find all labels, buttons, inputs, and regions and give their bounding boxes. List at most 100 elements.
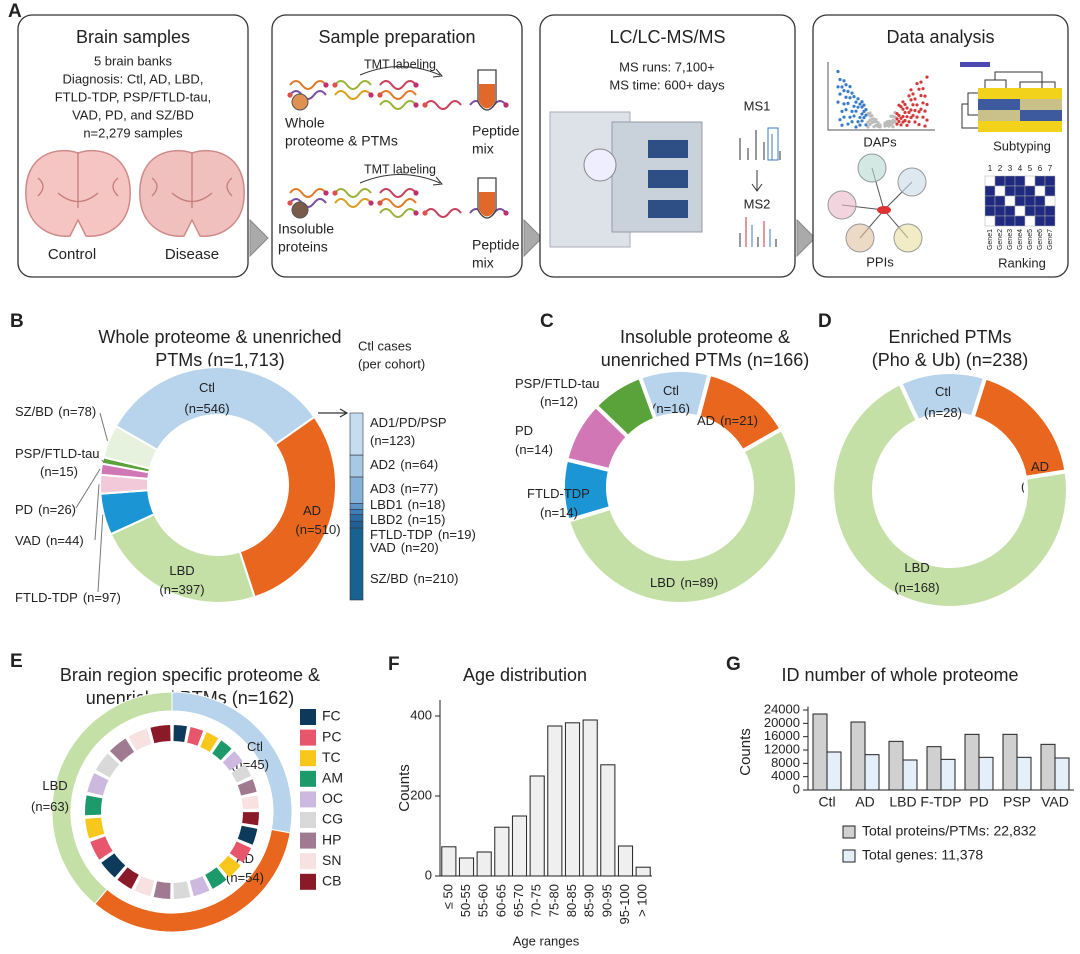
inner-slice <box>109 738 135 763</box>
legend-label: CG <box>322 811 343 827</box>
volcano-dot <box>858 123 862 127</box>
volcano-dot <box>836 85 840 89</box>
volcano-dot <box>850 91 854 95</box>
volcano-dot <box>864 113 868 117</box>
volcano-dot <box>838 118 842 122</box>
peptide <box>379 188 417 198</box>
tag <box>287 200 293 206</box>
volcano-dot <box>905 106 909 110</box>
legend-label: HP <box>322 831 341 847</box>
slice <box>830 380 1070 610</box>
peptide <box>334 90 372 100</box>
flow-arrow <box>523 218 543 258</box>
volcano-dot <box>913 120 917 124</box>
bar <box>902 759 918 791</box>
slice <box>970 374 1069 481</box>
arrow-head <box>432 68 443 78</box>
network-cluster <box>845 223 875 253</box>
instrument-part <box>583 148 617 182</box>
peptide <box>379 80 417 90</box>
y-tick-label: 12000 <box>764 741 800 756</box>
bar <box>600 764 616 877</box>
volcano-dot <box>854 125 858 129</box>
heatmap-cell <box>978 121 992 132</box>
volcano-dot <box>911 113 915 118</box>
bar <box>850 721 866 791</box>
value-label: (n=15) <box>408 512 446 527</box>
data-label: FTLD-TDP (n=97) <box>15 590 121 605</box>
data-label: FTLD-TDP (n=14) <box>527 486 590 520</box>
category-name: Ctl <box>935 384 951 399</box>
rank-cell <box>1024 215 1036 227</box>
heatmap-cell <box>1048 88 1062 99</box>
bar <box>476 851 492 877</box>
legend-swatch <box>842 825 856 839</box>
chart-title: Age distribution <box>463 665 587 685</box>
volcano-dot <box>889 123 893 127</box>
peptide <box>424 208 462 218</box>
heatmap-cell <box>992 88 1006 99</box>
category-name: LBD1 <box>370 497 403 512</box>
chart-title: PTMs (n=1,713) <box>155 350 285 370</box>
x-tick-label: 80-85 <box>564 884 579 917</box>
label: 7 <box>1048 164 1053 173</box>
chart-title: Insoluble proteome & <box>620 327 790 347</box>
volcano-dot <box>856 120 860 124</box>
heatmap-cell <box>992 121 1006 132</box>
tag <box>332 82 338 88</box>
volcano-dot <box>852 114 856 118</box>
volcano-dot <box>868 122 872 126</box>
category-name: FTLD-TDP <box>15 590 78 605</box>
heatmap-cell <box>1020 88 1034 99</box>
label: Gene3 <box>1007 229 1014 250</box>
selected-peak <box>767 127 779 161</box>
volcano-dot <box>923 109 927 113</box>
bar <box>547 725 563 877</box>
volcano-dot <box>842 89 846 93</box>
bar <box>940 758 956 791</box>
panel-label: A <box>8 1 22 22</box>
label-arrow <box>359 174 441 184</box>
label: Ranking <box>998 255 1046 270</box>
category-name: FTLD-TDP <box>527 486 590 501</box>
volcano-dot <box>840 85 844 89</box>
tag <box>323 82 329 88</box>
volcano-dot <box>844 95 848 99</box>
heatmap-cell <box>1048 99 1062 110</box>
bar <box>441 846 457 877</box>
inner-slice <box>90 836 113 860</box>
x-tick-label: 95-100 <box>617 884 632 924</box>
rank-cell <box>1014 185 1026 197</box>
tag <box>413 82 419 88</box>
data-label: AD2 (n=64) <box>370 457 438 472</box>
value-label: (n=78) <box>58 404 96 419</box>
instrument-panel <box>648 200 688 218</box>
network-cluster <box>897 167 927 197</box>
heatmap-cell <box>1048 121 1062 132</box>
chart-title: (Pho & Ub) (n=238) <box>872 350 1029 370</box>
legend-label: Total genes: 11,378 <box>862 847 983 863</box>
cell <box>291 201 309 219</box>
rank-cell <box>1024 195 1036 207</box>
tag <box>287 92 293 98</box>
volcano-dot <box>846 101 850 105</box>
rank-cell <box>984 185 996 197</box>
category-name: LBD <box>42 778 67 793</box>
inner-slice <box>128 728 152 751</box>
y-tick-label: 200 <box>410 787 432 802</box>
value-label: (n=123) <box>370 433 415 448</box>
bar-segment <box>349 476 364 504</box>
volcano-dot <box>866 120 870 124</box>
slice <box>565 426 799 606</box>
volcano-dot <box>860 105 864 109</box>
bar-segment <box>349 412 364 456</box>
rank-cell <box>1044 185 1056 197</box>
y-tick-label: 400 <box>410 707 432 722</box>
volcano-dot <box>846 122 850 126</box>
data-label: PSP/FTLD-tau (n=15) <box>15 446 100 479</box>
data-label: Ctl (n=16) <box>652 383 690 416</box>
rank-cell <box>994 175 1006 187</box>
heatmap-cell <box>1006 99 1020 110</box>
value-label: (n=97) <box>83 590 121 605</box>
arrow-head <box>432 176 443 186</box>
